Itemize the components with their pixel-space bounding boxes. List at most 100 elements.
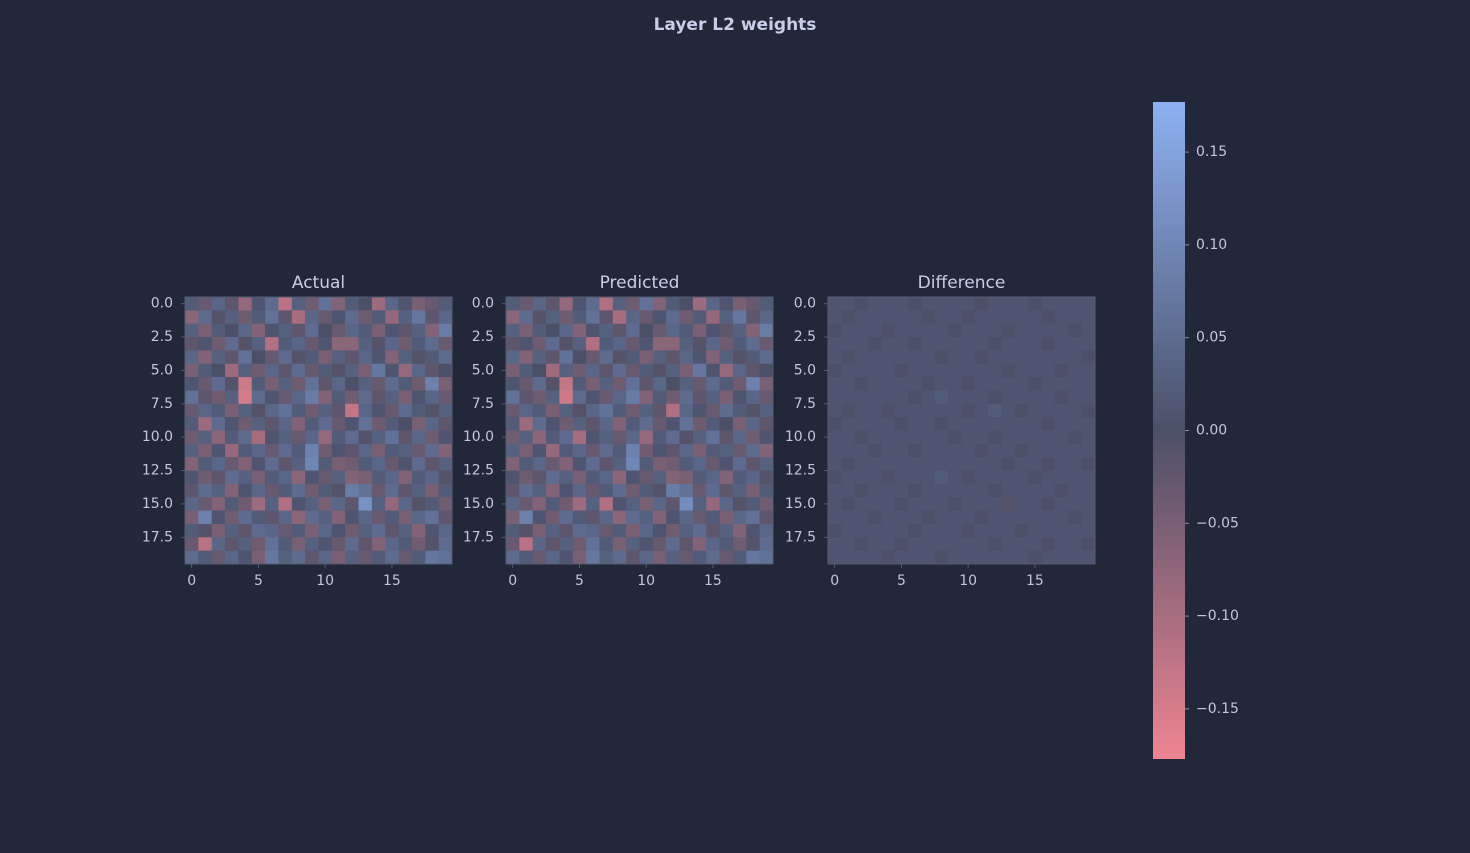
heatmap-cell	[706, 350, 720, 365]
heatmap-cell	[948, 323, 962, 338]
heatmap-cell	[438, 377, 453, 391]
heatmap-cell	[626, 390, 640, 405]
heatmap-cell	[626, 323, 640, 338]
heatmap-cell	[586, 403, 600, 418]
heatmap-cell	[841, 443, 855, 458]
heatmap-cell	[759, 497, 774, 511]
heatmap-cell	[679, 537, 694, 551]
heatmap-cell	[546, 550, 560, 565]
heatmap-cell	[532, 430, 547, 445]
heatmap-cell	[559, 537, 574, 551]
heatmap-cell	[185, 550, 199, 565]
heatmap-cell	[679, 443, 694, 458]
heatmap-cell	[291, 337, 306, 351]
heatmap-cell	[759, 523, 774, 538]
heatmap-cell	[961, 470, 976, 485]
heatmap-cell	[908, 323, 922, 338]
heatmap-cell	[185, 497, 199, 511]
heatmap-cell	[198, 497, 212, 511]
heatmap-cell	[921, 443, 936, 458]
x-tick-label: 5	[897, 573, 906, 589]
y-tick-label: 7.5	[794, 396, 816, 412]
heatmap-cell	[318, 323, 333, 338]
heatmap-cell	[732, 443, 747, 458]
heatmap-cell	[908, 483, 922, 498]
heatmap-cell	[692, 323, 707, 338]
heatmap-cell	[988, 377, 1002, 391]
heatmap-cell	[438, 337, 453, 351]
heatmap-cell	[532, 443, 547, 458]
heatmap-cell	[411, 443, 426, 458]
heatmap-cell	[894, 403, 909, 418]
heatmap-cell	[519, 497, 533, 511]
heatmap-cell	[358, 497, 373, 511]
heatmap-cell	[305, 403, 319, 418]
heatmap-cell	[894, 523, 909, 538]
heatmap-cell	[666, 297, 680, 311]
heatmap-cell	[238, 550, 253, 565]
heatmap-cell	[291, 523, 306, 538]
heatmap-cell	[692, 430, 707, 445]
heatmap-cell	[732, 523, 747, 538]
heatmap-cell	[1014, 417, 1029, 431]
heatmap-cell	[278, 297, 293, 311]
heatmap-cell	[921, 337, 936, 351]
heatmap-cell	[546, 417, 560, 431]
heatmap-cell	[719, 510, 734, 525]
heatmap-cell	[759, 350, 774, 365]
heatmap-cell	[988, 550, 1002, 565]
heatmap-cell	[185, 430, 199, 445]
heatmap-cell	[732, 310, 747, 324]
heatmap-cell	[225, 377, 239, 391]
heatmap-cell	[706, 523, 720, 538]
heatmap-cell	[921, 323, 936, 338]
heatmap-cell	[331, 550, 346, 565]
heatmap-cell	[706, 443, 720, 458]
heatmap-cell	[746, 443, 760, 458]
heatmap-cell	[652, 323, 667, 338]
heatmap-cell	[666, 523, 680, 538]
heatmap-cell	[305, 497, 319, 511]
heatmap-cell	[934, 337, 949, 351]
heatmap-cell	[331, 417, 346, 431]
heatmap-cell	[546, 510, 560, 525]
heatmap-cell	[385, 417, 399, 431]
heatmap-cell	[746, 510, 760, 525]
heatmap-cell	[599, 310, 614, 324]
heatmap-cell	[438, 350, 453, 365]
y-tick-label: 15.0	[142, 496, 173, 512]
heatmap-cell	[411, 523, 426, 538]
y-tick-label: 10.0	[785, 429, 816, 445]
heatmap-cell	[666, 443, 680, 458]
heatmap-cell	[238, 430, 253, 445]
heatmap-cell	[881, 430, 896, 445]
heatmap-cell	[1001, 337, 1016, 351]
heatmap-cell	[1081, 337, 1096, 351]
heatmap-cell	[961, 550, 976, 565]
heatmap-cell	[854, 457, 869, 471]
heatmap-cell	[639, 337, 654, 351]
heatmap-cell	[278, 523, 293, 538]
heatmap-cell	[572, 350, 587, 365]
heatmap-cell	[225, 457, 239, 471]
heatmap-cell	[519, 443, 533, 458]
heatmap-cell	[318, 390, 333, 405]
heatmap-cell	[746, 403, 760, 418]
heatmap-cell	[1001, 443, 1016, 458]
heatmap-cell	[746, 390, 760, 405]
heatmap-cell	[358, 443, 373, 458]
heatmap-cell	[1081, 297, 1096, 311]
heatmap-cell	[586, 430, 600, 445]
x-tick-label: 10	[316, 573, 334, 589]
heatmap-cell	[331, 510, 346, 525]
heatmap-cell	[358, 457, 373, 471]
heatmap-cell	[225, 470, 239, 485]
heatmap-cell	[1081, 403, 1096, 418]
heatmap-cell	[1001, 297, 1016, 311]
heatmap-cell	[371, 323, 386, 338]
heatmap-cell	[586, 390, 600, 405]
heatmap-cell	[961, 350, 976, 365]
heatmap-cell	[411, 310, 426, 324]
y-tick-label: 10.0	[142, 429, 173, 445]
heatmap-cell	[251, 510, 266, 525]
